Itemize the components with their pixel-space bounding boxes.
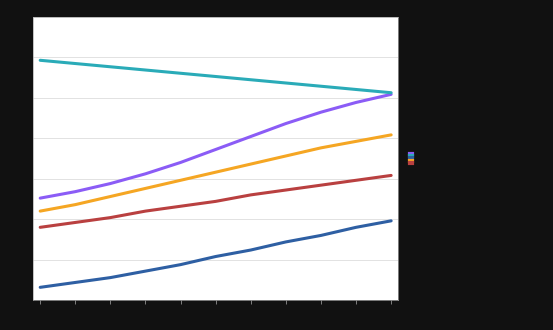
Legend: , , , , : , , , ,: [410, 153, 413, 164]
